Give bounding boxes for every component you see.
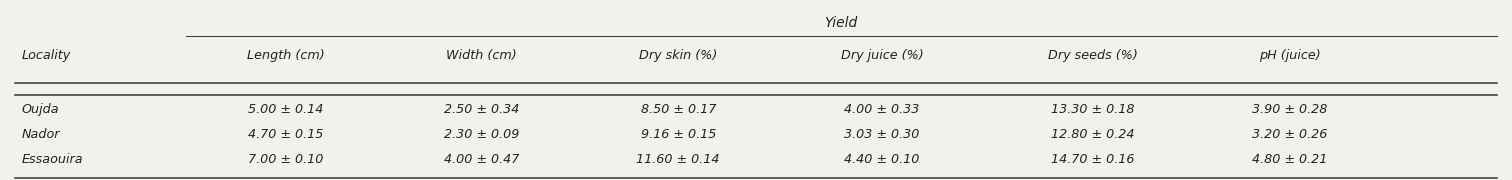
Text: 11.60 ± 0.14: 11.60 ± 0.14 bbox=[637, 153, 720, 166]
Text: 13.30 ± 0.18: 13.30 ± 0.18 bbox=[1051, 103, 1136, 116]
Text: 3.20 ± 0.26: 3.20 ± 0.26 bbox=[1252, 128, 1328, 141]
Text: Dry juice (%): Dry juice (%) bbox=[841, 49, 924, 62]
Text: 3.03 ± 0.30: 3.03 ± 0.30 bbox=[844, 128, 919, 141]
Text: 4.40 ± 0.10: 4.40 ± 0.10 bbox=[844, 153, 919, 166]
Text: 4.00 ± 0.33: 4.00 ± 0.33 bbox=[844, 103, 919, 116]
Text: Nador: Nador bbox=[21, 128, 59, 141]
Text: 5.00 ± 0.14: 5.00 ± 0.14 bbox=[248, 103, 324, 116]
Text: Dry skin (%): Dry skin (%) bbox=[640, 49, 717, 62]
Text: 4.80 ± 0.21: 4.80 ± 0.21 bbox=[1252, 153, 1328, 166]
Text: 14.70 ± 0.16: 14.70 ± 0.16 bbox=[1051, 153, 1136, 166]
Text: Width (cm): Width (cm) bbox=[446, 49, 517, 62]
Text: Dry seeds (%): Dry seeds (%) bbox=[1048, 49, 1139, 62]
Text: Length (cm): Length (cm) bbox=[246, 49, 325, 62]
Text: 4.00 ± 0.47: 4.00 ± 0.47 bbox=[445, 153, 520, 166]
Text: 7.00 ± 0.10: 7.00 ± 0.10 bbox=[248, 153, 324, 166]
Text: 12.80 ± 0.24: 12.80 ± 0.24 bbox=[1051, 128, 1136, 141]
Text: Oujda: Oujda bbox=[21, 103, 59, 116]
Text: 8.50 ± 0.17: 8.50 ± 0.17 bbox=[641, 103, 715, 116]
Text: Essaouira: Essaouira bbox=[21, 153, 83, 166]
Text: 9.16 ± 0.15: 9.16 ± 0.15 bbox=[641, 128, 715, 141]
Text: 2.30 ± 0.09: 2.30 ± 0.09 bbox=[445, 128, 520, 141]
Text: Yield: Yield bbox=[824, 16, 857, 30]
Text: Locality: Locality bbox=[21, 49, 71, 62]
Text: 4.70 ± 0.15: 4.70 ± 0.15 bbox=[248, 128, 324, 141]
Text: 3.90 ± 0.28: 3.90 ± 0.28 bbox=[1252, 103, 1328, 116]
Text: 2.50 ± 0.34: 2.50 ± 0.34 bbox=[445, 103, 520, 116]
Text: pH (juice): pH (juice) bbox=[1258, 49, 1320, 62]
